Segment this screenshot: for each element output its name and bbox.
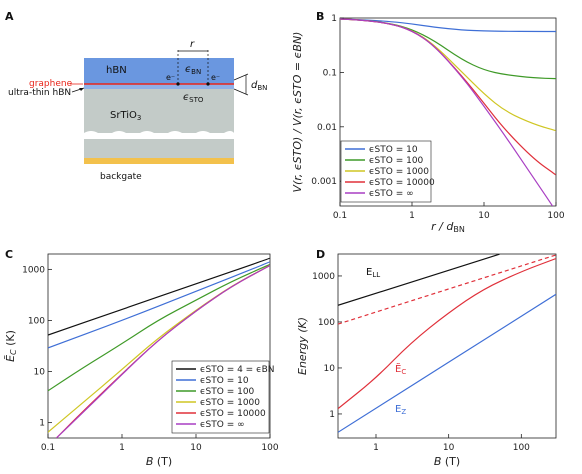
- panel-letter-a: A: [5, 10, 14, 23]
- x-tick-label: 1: [119, 443, 125, 453]
- ultra-thin-hbn-label: ultra-thin hBN: [8, 88, 71, 98]
- chart-b-frame: [339, 17, 557, 207]
- y-tick-label: 100: [28, 316, 45, 326]
- x-tick-label: 10: [443, 443, 455, 453]
- curve-label: EZ: [395, 404, 406, 416]
- chart-b-series: [340, 18, 556, 206]
- y-tick-label: 1: [331, 14, 337, 24]
- hbn-label: hBN: [106, 65, 127, 76]
- chart-c-series: [48, 257, 270, 438]
- legend-entry: ϵSTO = 10000: [369, 178, 435, 188]
- y-tick-label: 1000: [22, 265, 45, 275]
- series-line: [55, 264, 270, 438]
- chart-c-ylabel: ẼC (K): [4, 330, 18, 362]
- series-line: [48, 257, 270, 336]
- legend-entry: ϵSTO = 100: [369, 156, 424, 166]
- chart-c-ticks: 0.1 1 10 100 1 10 100 1000: [22, 265, 279, 453]
- r-label: r: [190, 39, 195, 50]
- series-line: [48, 261, 270, 349]
- x-tick-label: 100: [513, 443, 530, 453]
- series-line: [338, 257, 556, 410]
- y-tick-label: 10: [324, 364, 336, 374]
- legend-entry: ϵSTO = 4 = ϵBN: [200, 365, 275, 375]
- dbn-label: dBN: [251, 80, 267, 92]
- backgate-label: backgate: [100, 172, 142, 182]
- chart-c-xlabel: B (T): [146, 455, 172, 468]
- chart-d-ylabel: Energy (K): [296, 317, 309, 375]
- series-line: [340, 18, 556, 33]
- legend-entry: ϵSTO = ∞: [369, 189, 414, 199]
- chart-b-ticks: 0.1 1 10 100 0.001 0.01 0.1 1: [311, 14, 565, 221]
- curve-label: ELL: [366, 267, 380, 279]
- chart-b-ylabel: V(r, ϵSTO) / V(r, ϵSTO = ϵBN): [291, 32, 304, 193]
- x-tick-label: 1: [373, 443, 379, 453]
- legend-entry: ϵSTO = 10000: [200, 409, 266, 419]
- eps-bn-label: ϵBN: [185, 64, 201, 76]
- legend-entry: ϵSTO = 1000: [369, 167, 429, 177]
- x-tick-label: 100: [261, 443, 278, 453]
- series-line: [340, 18, 554, 206]
- panel-a: A hBN graphene ultra-thin hBN SrTiO3 bac…: [5, 10, 267, 182]
- substrate-break-mark: [84, 131, 234, 141]
- charge-left: [176, 82, 180, 86]
- y-tick-label: 10: [34, 368, 46, 378]
- legend-entry: ϵSTO = 10: [369, 145, 418, 155]
- legend-entry: ϵSTO = 10: [200, 376, 249, 386]
- legend-entry: ϵSTO = ∞: [200, 420, 245, 430]
- electron-label-left: e⁻: [166, 73, 175, 82]
- x-tick-label: 10: [478, 211, 490, 221]
- electron-label-right: e⁻: [211, 73, 220, 82]
- legend-entry: ϵSTO = 100: [200, 387, 255, 397]
- chart-d-series: [338, 254, 556, 433]
- panel-letter-b: B: [316, 10, 324, 23]
- y-tick-label: 100: [318, 318, 335, 328]
- panel-letter-d: D: [316, 248, 325, 261]
- legend-box: [340, 140, 432, 203]
- y-tick-label: 1000: [312, 272, 335, 282]
- x-tick-label: 10: [190, 443, 202, 453]
- chart-d-ticks: 1 10 100 1 10 100 1000: [312, 272, 530, 453]
- panel-letter-c: C: [5, 248, 13, 261]
- chart-c-frame: [47, 253, 271, 439]
- x-tick-label: 1: [409, 211, 415, 221]
- legend-box: [171, 360, 270, 434]
- ultra-thin-hbn-arrowhead: [79, 88, 84, 91]
- charge-right: [206, 82, 210, 86]
- ultra-thin-hbn-layer: [84, 84, 234, 89]
- backgate-layer: [84, 158, 234, 164]
- chart-d-frame: [337, 253, 557, 439]
- y-tick-label: 1: [329, 410, 335, 420]
- chart-d-xlabel: B (T): [434, 455, 460, 468]
- curve-label: ẼC: [395, 362, 406, 376]
- hbn-layer: [84, 58, 234, 84]
- x-tick-label: 100: [547, 211, 564, 221]
- srtio3-substrate-lower: [84, 139, 234, 158]
- panel-d: D 1 10 100 1 10 100 1000 ELL ẼC EZ B (T) Energy …: [296, 248, 557, 468]
- srtio3-label: SrTiO3: [110, 110, 141, 122]
- y-tick-label: 0.1: [323, 68, 337, 78]
- x-tick-label: 0.1: [333, 211, 347, 221]
- series-line: [340, 18, 556, 80]
- y-tick-label: 0.001: [311, 177, 337, 187]
- eps-sto-label: ϵSTO: [183, 92, 204, 104]
- y-tick-label: 1: [39, 419, 45, 429]
- series-line: [48, 263, 270, 392]
- series-line: [338, 254, 500, 306]
- series-line: [340, 18, 556, 132]
- series-line: [338, 293, 556, 433]
- x-tick-label: 0.1: [41, 443, 55, 453]
- chart-d-curve-labels: ELL ẼC EZ: [366, 267, 406, 416]
- chart-b-xlabel: r / dBN: [431, 220, 465, 234]
- graphene-label: graphene: [29, 79, 73, 89]
- y-tick-label: 0.01: [317, 123, 337, 133]
- srtio3-substrate-upper: [84, 89, 234, 133]
- legend-entry: ϵSTO = 1000: [200, 398, 260, 408]
- series-line: [338, 254, 556, 325]
